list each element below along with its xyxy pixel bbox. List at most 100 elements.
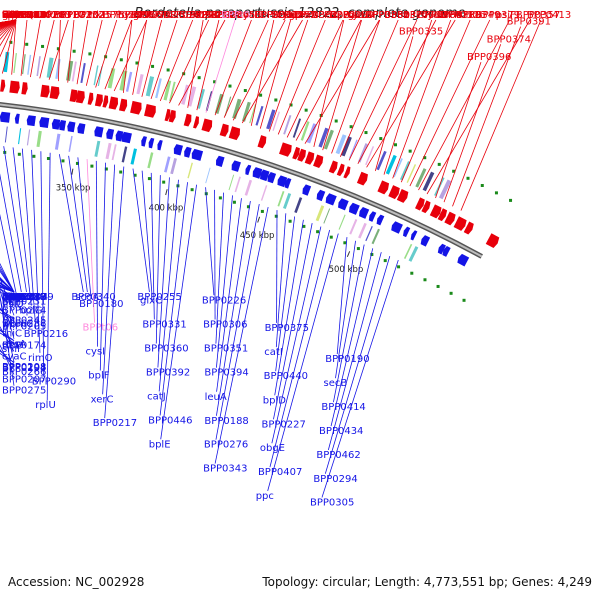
cog-marker <box>288 219 292 223</box>
cog-block-forward <box>71 61 77 82</box>
reverse-gene-label: BPP0208 <box>2 362 46 373</box>
forward-gene-arrow <box>279 142 292 157</box>
reverse-gene-label: bplJ <box>2 292 20 303</box>
reverse-gene-label: bplF <box>88 370 109 381</box>
reverse-leader-line <box>159 182 188 416</box>
forward-gene-arrow <box>343 166 351 179</box>
reverse-leader-line <box>336 237 348 355</box>
forward-leader-line <box>67 19 75 83</box>
reverse-leader-line <box>86 159 95 323</box>
scale-tick-mark <box>257 216 261 223</box>
reverse-gene-label: BPP0199 <box>2 292 46 303</box>
cog-block-forward <box>393 158 403 178</box>
reverse-gene-arrow <box>348 202 360 215</box>
forward-gene-label: BPP0259 <box>2 10 46 21</box>
cog-block-reverse <box>54 133 61 150</box>
reverse-gene-arrow <box>302 184 312 196</box>
forward-gene-label: BPP0317 <box>40 10 84 21</box>
reverse-gene-label: BPP0392 <box>146 367 190 378</box>
forward-gene-label: trkA <box>2 10 23 21</box>
forward-leader-line <box>232 19 286 121</box>
forward-leader-line <box>366 19 456 168</box>
forward-gene-label: acyH <box>2 10 27 21</box>
forward-gene-label: BPP0350 <box>366 10 410 21</box>
reverse-leader-line <box>77 157 92 299</box>
reverse-gene-label: wbmD <box>2 292 34 303</box>
cog-block-reverse <box>26 129 31 146</box>
cog-block-reverse <box>68 135 73 152</box>
reverse-gene-label: BPP0204 <box>2 363 46 374</box>
reverse-gene-label: BPP0440 <box>264 371 308 382</box>
forward-leader-line <box>205 19 236 113</box>
cog-block-reverse <box>187 162 193 179</box>
cog-block-reverse <box>349 219 358 235</box>
reverse-gene-label: BPP0231 <box>2 296 46 307</box>
forward-leader-line <box>30 19 41 78</box>
forward-leader-line <box>20 19 28 76</box>
reverse-gene-arrow <box>141 136 147 147</box>
backbone-inner <box>0 103 483 258</box>
reverse-gene-label: catJ <box>147 391 166 402</box>
cog-marker <box>397 265 401 269</box>
forward-gene-label: cyaD <box>277 10 303 21</box>
reverse-gene-label: BPP0266 <box>2 367 46 378</box>
forward-gene-arrow <box>396 188 409 203</box>
cog-block-forward <box>232 98 242 119</box>
cog-marker <box>423 156 427 160</box>
forward-gene-label: BPP0262 <box>163 10 207 21</box>
forward-gene-label: BPP0365 <box>211 10 255 21</box>
reverse-leader-line <box>216 195 233 368</box>
forward-gene-arrow <box>356 171 368 186</box>
reverse-gene-label: BPP0276 <box>204 440 248 451</box>
forward-leader-line <box>268 19 309 132</box>
forward-gene-label: BPP0286 <box>205 10 249 21</box>
forward-gene-label: ispB <box>329 10 350 21</box>
forward-gene-label: BPP0362 <box>294 10 338 21</box>
cog-marker <box>32 154 36 158</box>
forward-leader-line <box>277 19 326 135</box>
forward-leader-line <box>39 19 55 79</box>
reverse-gene-arrow <box>252 167 263 179</box>
cog-block-forward <box>3 51 10 73</box>
cog-marker <box>334 119 338 123</box>
reverse-gene-label: BPP0273 <box>2 292 46 303</box>
cog-block-forward <box>249 103 257 124</box>
cog-block-forward <box>136 74 144 95</box>
cog-block-reverse <box>94 140 101 157</box>
reverse-gene-label: ppc <box>256 491 274 502</box>
forward-gene-label: BPP0364 <box>418 10 462 21</box>
cog-block-reverse <box>244 179 253 196</box>
forward-gene-label: BPP0363 <box>254 10 298 21</box>
forward-gene-label: gltK <box>133 10 153 21</box>
reverse-leader-line <box>157 177 170 368</box>
reverse-gene-arrow <box>277 175 288 188</box>
reverse-gene-label: BPP0375 <box>265 323 309 334</box>
reverse-gene-arrow <box>14 113 20 124</box>
reverse-leader-line <box>321 259 399 498</box>
cog-marker <box>213 80 217 84</box>
reverse-gene-arrow <box>410 230 418 241</box>
cog-block-forward <box>13 53 17 74</box>
accession-label: Accession: NC_002928 <box>8 575 145 589</box>
forward-gene-label: gabD <box>2 10 29 21</box>
map-title: Bordetella parapertussis 12822, complete… <box>134 6 466 21</box>
cog-marker <box>370 252 374 256</box>
reverse-gene-label: leuA <box>205 392 227 403</box>
reverse-gene-label: rfbD <box>2 341 24 352</box>
forward-gene-arrow <box>164 108 171 122</box>
cog-marker <box>316 230 320 234</box>
scale-tick-label: 400 kbp <box>149 204 184 214</box>
forward-leader-line <box>0 19 17 47</box>
reverse-leader-line <box>275 216 296 372</box>
forward-leader-line <box>383 19 433 175</box>
cog-marker <box>133 173 137 177</box>
forward-leader-line <box>122 19 133 93</box>
forward-gene-arrow <box>201 118 213 133</box>
forward-gene-label: BPP0337 <box>195 10 239 21</box>
reverse-leader-line <box>58 154 84 293</box>
forward-leader-line <box>357 19 437 164</box>
cog-marker <box>119 58 123 62</box>
forward-gene-label: BPP0272 <box>311 10 355 21</box>
reverse-leader-line <box>102 164 116 395</box>
forward-gene-label: BPP0105 <box>2 10 46 21</box>
